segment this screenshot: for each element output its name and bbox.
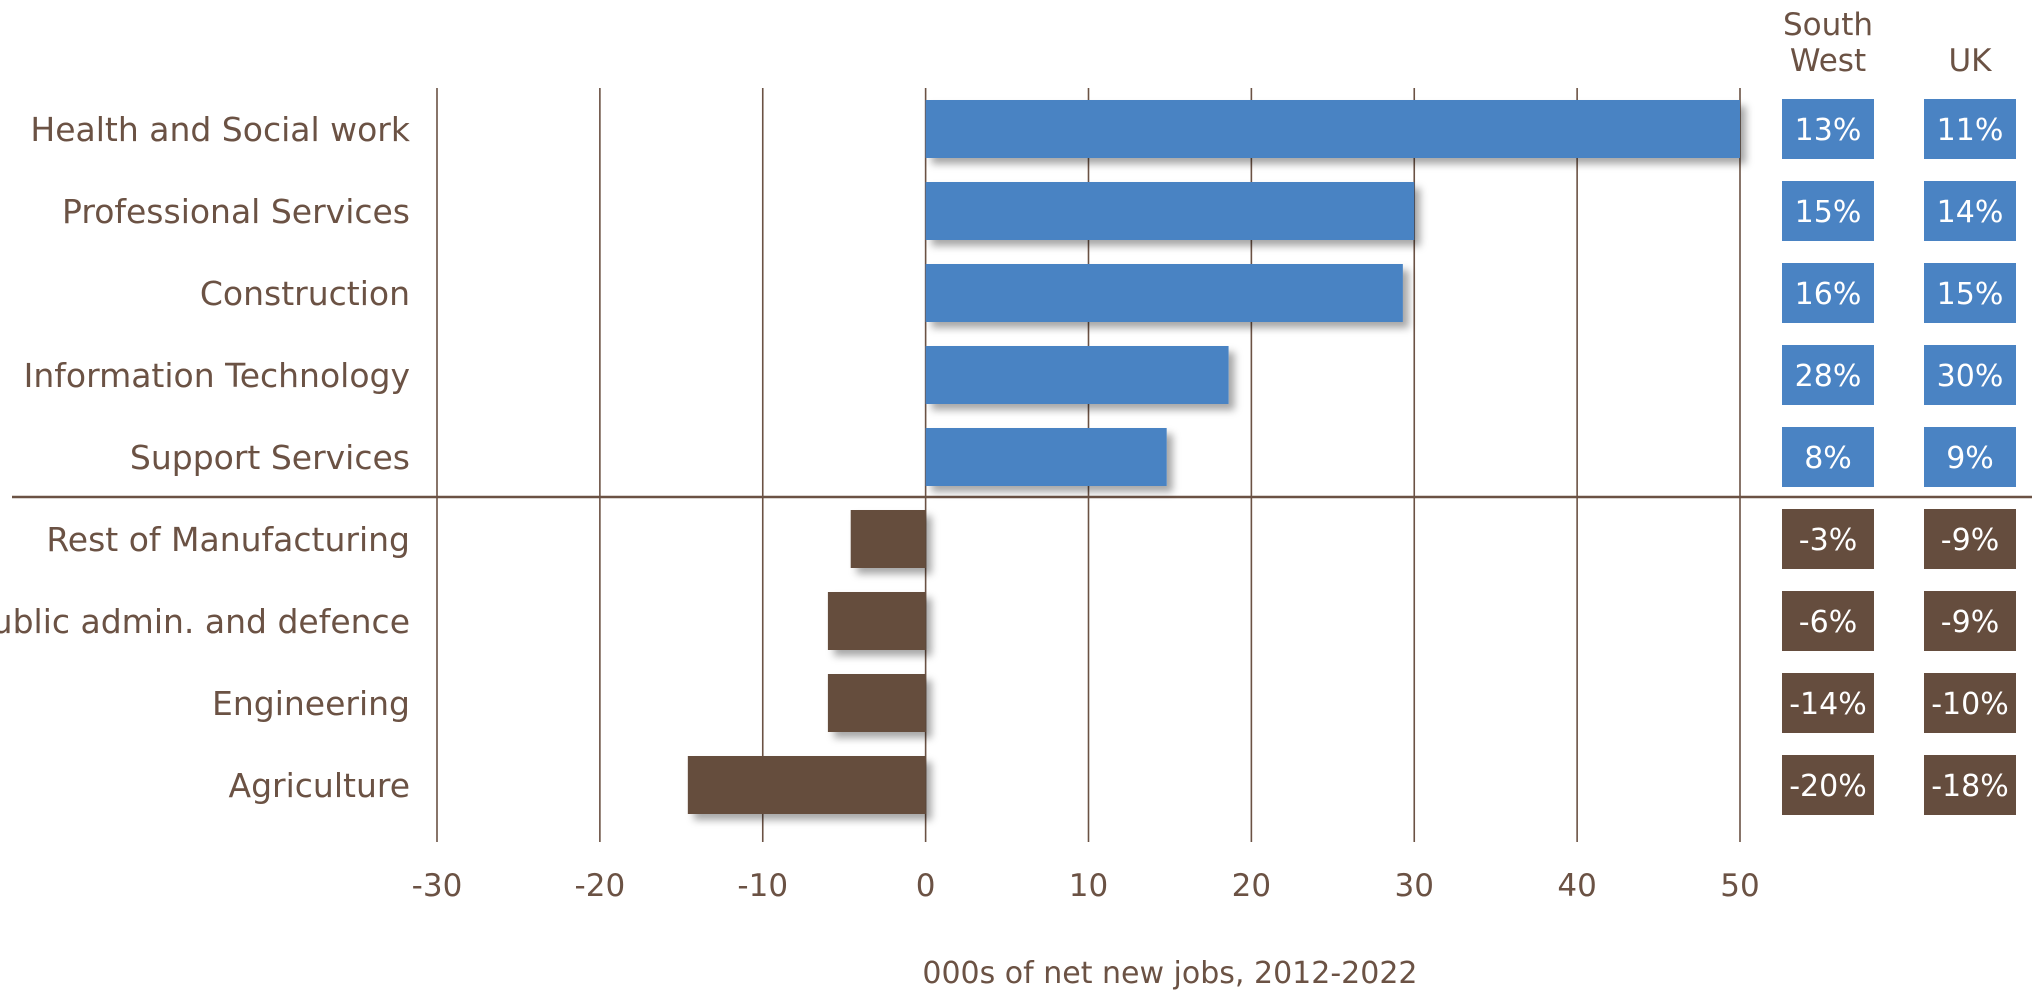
x-axis-label: 000s of net new jobs, 2012-2022 — [922, 956, 1417, 991]
x-tick-label: 30 — [1395, 868, 1434, 904]
percent-value: 9% — [1946, 441, 1994, 476]
category-label: Health and Social work — [30, 110, 411, 149]
x-tick-label: -20 — [575, 868, 626, 904]
bars — [687, 100, 1740, 814]
percent-box — [1924, 345, 2016, 405]
bar — [925, 428, 1167, 486]
percent-box — [1782, 99, 1874, 159]
percent-box — [1924, 673, 2016, 733]
percent-box — [1782, 427, 1874, 487]
percent-box — [1782, 263, 1874, 323]
percent-value: -14% — [1789, 687, 1867, 722]
category-labels: Health and Social work Professional Servi… — [0, 110, 411, 805]
column-header: West — [1790, 43, 1866, 79]
category-label: Support Services — [130, 438, 410, 477]
percent-box — [1782, 181, 1874, 241]
percent-value: 30% — [1937, 359, 2004, 394]
category-label: Professional Services — [62, 192, 410, 231]
x-tick-label: -10 — [737, 868, 788, 904]
category-label: Engineering — [212, 684, 410, 723]
percent-value: 16% — [1795, 277, 1862, 312]
percent-value: 11% — [1937, 113, 2004, 148]
percent-box — [1782, 345, 1874, 405]
bar — [827, 592, 926, 650]
percent-box — [1924, 263, 2016, 323]
bar — [925, 264, 1403, 322]
percent-value: -20% — [1789, 769, 1867, 804]
percent-value: -10% — [1931, 687, 2009, 722]
x-tick-label: 10 — [1069, 868, 1108, 904]
bar — [925, 182, 1415, 240]
x-tick-label: 0 — [916, 868, 936, 904]
category-label: Agriculture — [229, 766, 410, 805]
percent-box — [1924, 591, 2016, 651]
x-tick-label: 50 — [1720, 868, 1759, 904]
percent-value: -18% — [1931, 769, 2009, 804]
bar — [827, 674, 926, 732]
percent-box — [1924, 181, 2016, 241]
percent-value: -3% — [1799, 523, 1857, 558]
percent-value: -9% — [1941, 605, 1999, 640]
column-header: UK — [1948, 43, 1992, 79]
percent-value: 28% — [1795, 359, 1862, 394]
percent-box — [1924, 427, 2016, 487]
bar — [925, 100, 1740, 158]
x-tick-label: 40 — [1557, 868, 1596, 904]
category-label: Information Technology — [24, 356, 410, 395]
category-label: Public admin. and defence — [0, 602, 410, 641]
percent-value: 8% — [1804, 441, 1852, 476]
bar — [687, 756, 926, 814]
percent-box — [1924, 755, 2016, 815]
percent-box — [1924, 509, 2016, 569]
column-header: South — [1783, 7, 1873, 43]
percent-box — [1782, 509, 1874, 569]
percent-value: 15% — [1937, 277, 2004, 312]
percent-box — [1782, 673, 1874, 733]
percent-box — [1782, 755, 1874, 815]
x-tick-label: 20 — [1232, 868, 1271, 904]
percent-value: -9% — [1941, 523, 1999, 558]
percent-box — [1924, 99, 2016, 159]
percent-value: 15% — [1795, 195, 1862, 230]
category-label: Construction — [200, 274, 410, 313]
percent-value: 14% — [1937, 195, 2004, 230]
bar — [925, 346, 1229, 404]
percent-box — [1782, 591, 1874, 651]
percent-value: 13% — [1795, 113, 1862, 148]
x-tick-label: -30 — [412, 868, 463, 904]
category-label: Rest of Manufacturing — [46, 520, 410, 559]
percent-value: -6% — [1799, 605, 1857, 640]
bar — [850, 510, 926, 568]
x-axis-ticks: -30 -20 -10 0 10 20 30 40 50 — [412, 868, 1760, 904]
